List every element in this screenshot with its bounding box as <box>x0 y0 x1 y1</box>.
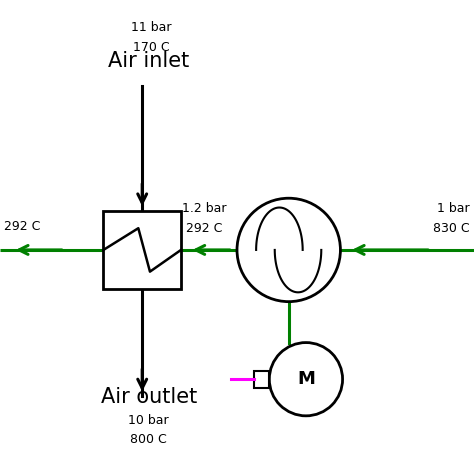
Circle shape <box>237 198 340 301</box>
Text: 170 C: 170 C <box>133 41 169 54</box>
Text: 292 C: 292 C <box>186 222 223 235</box>
Text: 1 bar: 1 bar <box>437 202 470 216</box>
Text: M: M <box>297 370 315 388</box>
Text: Air inlet: Air inlet <box>108 51 189 71</box>
Text: 11 bar: 11 bar <box>130 21 171 35</box>
Text: 292 C: 292 C <box>4 219 41 233</box>
Text: Air outlet: Air outlet <box>100 387 197 407</box>
Text: 1.2 bar: 1.2 bar <box>182 202 227 216</box>
Text: 800 C: 800 C <box>130 433 167 446</box>
Bar <box>254 371 269 388</box>
Circle shape <box>269 343 343 416</box>
Bar <box>103 211 181 289</box>
Text: 830 C: 830 C <box>433 222 470 235</box>
Text: 10 bar: 10 bar <box>128 414 169 427</box>
